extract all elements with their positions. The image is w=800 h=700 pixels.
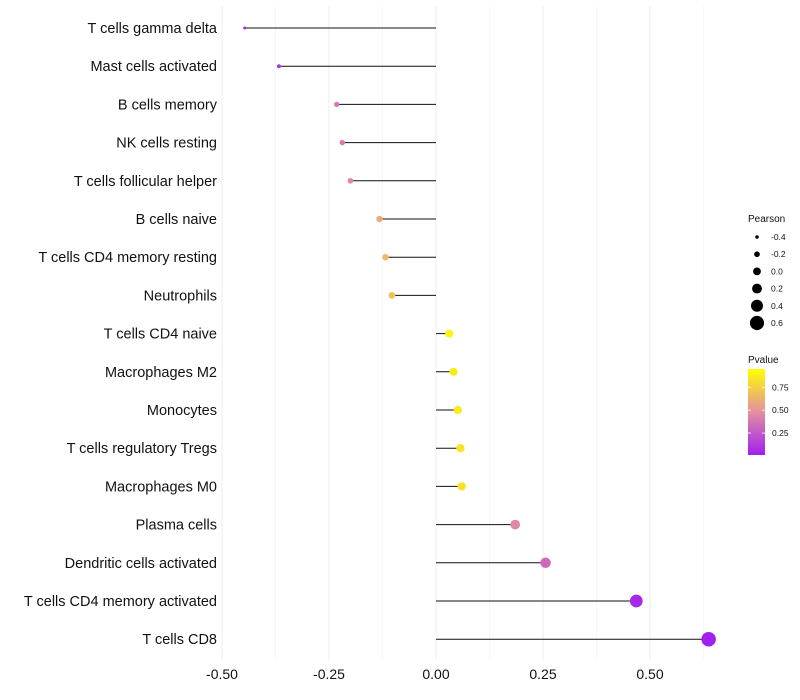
data-point: [388, 292, 396, 299]
pearson-legend: Pearson -0.4 -0.2 0.0 0.2 0.4 0.6: [748, 214, 786, 331]
stems: [244, 27, 709, 640]
x-tick-label: 0.50: [636, 666, 663, 682]
pearson-legend-label: 0.2: [771, 284, 783, 294]
category-label: T cells regulatory Tregs: [67, 441, 217, 457]
category-label: Neutrophils: [144, 288, 217, 304]
pearson-legend-key: [754, 251, 760, 258]
x-axis-labels: -0.50 -0.25 0.00 0.25 0.50: [206, 666, 664, 682]
data-point: [339, 139, 345, 146]
category-label: Mast cells activated: [90, 59, 217, 75]
pvalue-legend-label: 0.75: [772, 382, 789, 392]
data-point: [701, 631, 716, 647]
pvalue-colorbar: [748, 369, 765, 455]
category-label: B cells memory: [118, 97, 218, 113]
pearson-legend-key: [753, 267, 761, 276]
pearson-legend-label: -0.4: [771, 232, 786, 242]
category-label: Macrophages M2: [105, 365, 217, 381]
category-label: Monocytes: [147, 403, 217, 419]
data-point: [445, 329, 454, 338]
pearson-legend-label: 0.4: [771, 301, 783, 311]
pearson-legend-key: [750, 299, 764, 312]
dots: [243, 26, 716, 647]
pvalue-legend: Pvalue 0.75 0.50 0.25: [748, 355, 789, 455]
category-label: Macrophages M0: [105, 479, 217, 495]
x-tick-label: 0.00: [422, 666, 449, 682]
data-point: [382, 253, 389, 261]
category-label: T cells CD4 memory resting: [38, 250, 217, 266]
category-label: NK cells resting: [116, 136, 217, 152]
x-tick-label: -0.25: [313, 666, 345, 682]
data-point: [347, 177, 354, 184]
pearson-legend-label: -0.2: [771, 249, 786, 259]
category-label: T cells CD8: [142, 632, 217, 648]
category-label: Plasma cells: [136, 518, 217, 534]
category-label: T cells gamma delta: [88, 21, 218, 37]
grid: [221, 6, 704, 660]
data-point: [276, 64, 281, 69]
data-point: [449, 367, 458, 376]
category-label: T cells CD4 naive: [104, 327, 217, 343]
x-tick-label: -0.50: [206, 666, 238, 682]
data-point: [376, 215, 383, 223]
data-point: [243, 26, 247, 30]
data-point: [453, 405, 462, 415]
category-label: T cells follicular helper: [74, 174, 217, 190]
data-point: [540, 557, 551, 569]
data-point: [334, 101, 340, 108]
y-axis-labels: T cells gamma delta Mast cells activated B…: [24, 21, 218, 648]
category-label: B cells naive: [136, 212, 217, 228]
pvalue-legend-label: 0.50: [772, 405, 789, 415]
category-label: T cells CD4 memory activated: [24, 594, 217, 610]
data-point: [457, 482, 466, 491]
x-tick-label: 0.25: [529, 666, 556, 682]
pvalue-legend-label: 0.25: [772, 428, 789, 438]
data-point: [629, 594, 643, 608]
pearson-legend-title: Pearson: [748, 214, 785, 225]
pvalue-legend-title: Pvalue: [748, 355, 779, 366]
data-point: [456, 444, 465, 453]
pearson-legend-key: [749, 315, 765, 331]
pearson-legend-key: [752, 283, 762, 294]
pearson-legend-label: 0.6: [771, 318, 783, 328]
pearson-legend-label: 0.0: [771, 266, 783, 276]
category-label: Dendritic cells activated: [65, 556, 217, 572]
data-point: [510, 519, 521, 530]
pearson-legend-key: [755, 235, 759, 239]
